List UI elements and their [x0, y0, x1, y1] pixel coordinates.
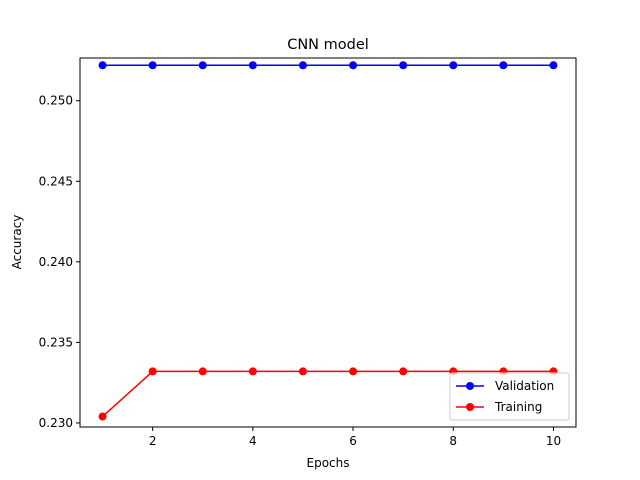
legend-training-marker [466, 403, 474, 411]
validation-point [349, 61, 358, 70]
series-layer [98, 61, 558, 421]
validation-point [98, 61, 107, 70]
validation-point [449, 61, 458, 70]
validation-point [298, 61, 307, 70]
training-point [349, 367, 358, 376]
legend: Validation Training [449, 372, 570, 421]
plot-area: 0.230 0.235 0.240 0.245 0.250 2 4 6 8 10 [39, 57, 577, 448]
validation-point [148, 61, 157, 70]
y-axis-label: Accuracy [10, 215, 24, 270]
training-point [298, 367, 307, 376]
x-tick-label: 4 [249, 434, 257, 448]
training-point [248, 367, 257, 376]
y-tick-label: 0.230 [39, 416, 73, 430]
x-tick-label: 8 [449, 434, 457, 448]
y-axis: 0.230 0.235 0.240 0.245 0.250 [39, 94, 80, 430]
axes-frame [79, 57, 577, 428]
x-tick-label: 6 [349, 434, 357, 448]
x-tick-label: 10 [546, 434, 561, 448]
training-line [102, 370, 554, 418]
validation-point [198, 61, 207, 70]
y-tick-label: 0.235 [39, 335, 73, 349]
chart-title: CNN model [287, 37, 369, 53]
y-tick-label: 0.250 [39, 94, 73, 108]
x-axis: 2 4 6 8 10 [149, 427, 561, 448]
x-tick-label: 2 [149, 434, 157, 448]
y-tick-label: 0.245 [39, 174, 73, 188]
legend-training-label: Training [494, 400, 542, 414]
y-tick-label: 0.240 [39, 255, 73, 269]
validation-point [549, 61, 558, 70]
x-axis-label: Epochs [307, 456, 350, 470]
validation-point [248, 61, 257, 70]
legend-validation-label: Validation [495, 379, 554, 393]
validation-point [499, 61, 508, 70]
training-point [148, 367, 157, 376]
legend-validation-marker [466, 382, 474, 390]
training-point [198, 367, 207, 376]
legend-box [449, 372, 570, 421]
training-point [98, 412, 107, 421]
validation-point [399, 61, 408, 70]
training-point [399, 367, 408, 376]
